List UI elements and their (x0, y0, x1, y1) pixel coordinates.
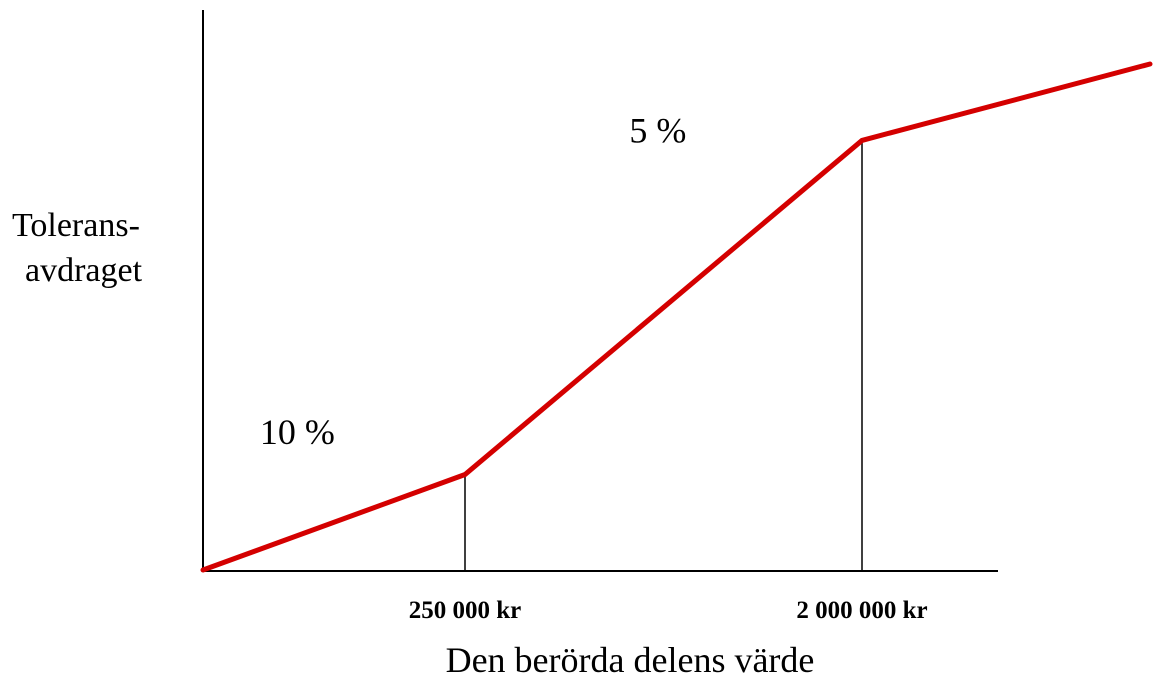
segment-rate-label-2: 5 % (629, 110, 686, 150)
y-axis-label-line-1: Tolerans- (12, 207, 140, 244)
chart-series (200, 61, 1153, 573)
x-tick-label-2: 2 000 000 kr (796, 597, 927, 624)
segment-rate-label-3: 2 % (920, 0, 977, 5)
vertical-markers (464, 140, 863, 571)
x-axis-label: Den berörda delens värde (446, 640, 815, 680)
series-line-1 (200, 61, 1153, 573)
x-tick-label-1: 250 000 kr (409, 597, 522, 624)
y-axis-label-line-2: avdraget (25, 252, 143, 289)
chart-axes (202, 10, 998, 572)
segment-rate-label-1: 10 % (260, 412, 335, 452)
chart-labels: Tolerans- avdraget Den berörda delens vä… (12, 0, 977, 680)
